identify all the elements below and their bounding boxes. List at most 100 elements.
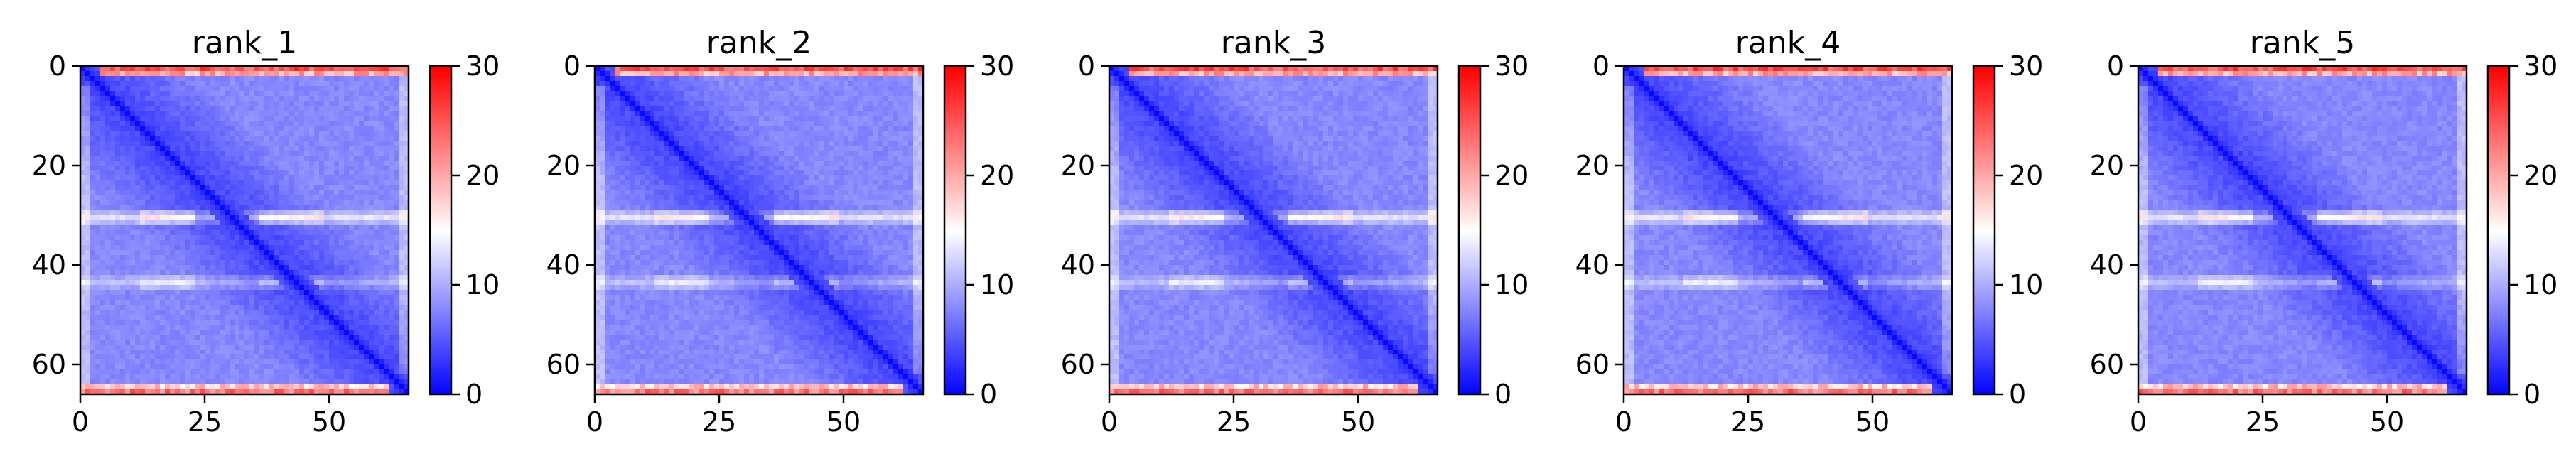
heatmap-cell (90, 320, 96, 325)
heatmap-cell (279, 71, 285, 77)
heatmap-cell (654, 86, 660, 92)
heatmap-cell (354, 345, 360, 350)
heatmap-cell (180, 86, 185, 92)
colorbar-step (430, 257, 451, 261)
heatmap-cell (140, 141, 146, 146)
heatmap-cell (239, 369, 245, 375)
heatmap-cell (709, 71, 715, 77)
heatmap-cell (145, 300, 151, 305)
heatmap-cell (374, 325, 379, 330)
heatmap-cell (225, 116, 230, 121)
heatmap-cell (834, 76, 839, 82)
heatmap-cell (254, 280, 260, 286)
heatmap-cell (95, 245, 101, 251)
heatmap-cell (85, 384, 91, 390)
heatmap-cell (329, 354, 335, 360)
heatmap-cell (215, 295, 220, 300)
heatmap-cell (364, 345, 370, 350)
heatmap-cell (150, 126, 156, 131)
heatmap-cell (90, 136, 96, 141)
heatmap-cell (249, 101, 255, 107)
heatmap-cell (844, 76, 849, 82)
heatmap-cell (294, 235, 300, 241)
heatmap-cell (374, 190, 379, 196)
heatmap-cell (888, 91, 894, 97)
heatmap-cell (334, 146, 340, 151)
heatmap-cell (165, 101, 171, 107)
heatmap-cell (779, 76, 785, 82)
heatmap-cell (244, 156, 250, 161)
heatmap-cell (848, 96, 854, 102)
heatmap-cell (349, 101, 355, 107)
heatmap-cell (349, 96, 355, 102)
heatmap-cell (304, 330, 310, 335)
heatmap-cell (135, 340, 141, 345)
heatmap-cell (259, 131, 265, 136)
heatmap-cell (85, 250, 91, 256)
heatmap-cell (284, 320, 290, 325)
heatmap-cell (294, 166, 300, 171)
heatmap-cell (809, 86, 814, 92)
heatmap-cell (294, 66, 300, 72)
heatmap-cell (384, 335, 389, 340)
heatmap-cell (329, 275, 335, 281)
heatmap-cell (185, 101, 190, 107)
colorbar-step (430, 238, 451, 242)
heatmap-cell (269, 335, 275, 340)
heatmap-cell (264, 340, 270, 345)
heatmap-cell (269, 364, 275, 370)
heatmap-cell (215, 220, 220, 226)
heatmap-cell (264, 310, 270, 315)
heatmap-cell (215, 195, 220, 201)
heatmap-cell (239, 195, 245, 201)
heatmap-cell (304, 240, 310, 246)
heatmap-cell (274, 389, 280, 395)
heatmap-cell (334, 260, 340, 266)
heatmap-cell (284, 76, 290, 82)
heatmap-cell (404, 161, 409, 166)
heatmap-cell (384, 141, 389, 146)
heatmap-cell (888, 96, 894, 102)
heatmap-cell (220, 305, 225, 310)
heatmap-cell (85, 295, 91, 300)
heatmap-cell (349, 235, 355, 241)
heatmap-cell (254, 345, 260, 350)
heatmap-cell (374, 379, 379, 385)
heatmap-cell (165, 71, 171, 77)
heatmap-cell (230, 180, 235, 186)
heatmap-cell (185, 210, 190, 216)
heatmap-cell (244, 325, 250, 330)
heatmap-cell (100, 340, 106, 345)
heatmap-cell (90, 220, 96, 226)
heatmap-cell (205, 156, 210, 161)
heatmap-cell (374, 220, 379, 226)
heatmap-cell (384, 131, 389, 136)
heatmap-cell (195, 384, 200, 390)
heatmap-cell (190, 195, 195, 201)
heatmap-cell (294, 335, 300, 340)
heatmap-cell (264, 330, 270, 335)
heatmap-cell (220, 126, 225, 131)
heatmap-cell (90, 215, 96, 221)
heatmap-cell (95, 220, 101, 226)
colorbar-step (430, 276, 451, 280)
heatmap-cell (239, 96, 245, 102)
heatmap-cell (180, 315, 185, 320)
heatmap-cell (354, 280, 360, 286)
heatmap-cell (369, 215, 374, 221)
heatmap-cell (145, 116, 151, 121)
heatmap-cell (105, 305, 111, 310)
heatmap-cell (120, 359, 126, 365)
heatmap-cell (369, 230, 374, 236)
heatmap-cell (794, 91, 799, 97)
heatmap-cell (304, 379, 310, 385)
chart-title: rank_1 (192, 25, 297, 61)
heatmap-cell (200, 76, 205, 82)
colorbar-step (430, 194, 451, 198)
heatmap-cell (110, 240, 116, 246)
heatmap-cell (394, 161, 399, 166)
heatmap-cell (709, 81, 715, 87)
heatmap-cell (274, 220, 280, 226)
heatmap-cell (110, 369, 116, 375)
heatmap-cell (80, 320, 86, 325)
